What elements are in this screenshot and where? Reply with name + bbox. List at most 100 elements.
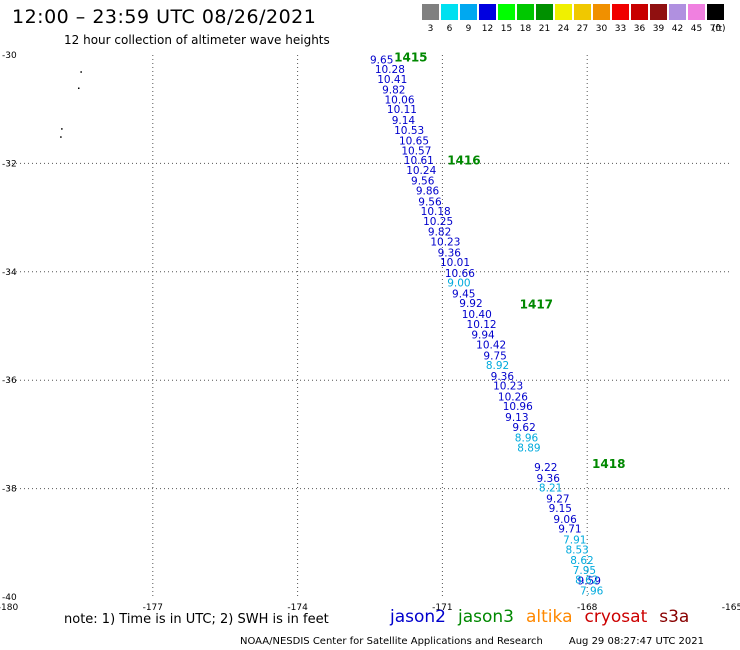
land-dot — [77, 87, 80, 90]
y-tick-label: -40 — [2, 593, 17, 603]
wave-height-label: 9.06 — [553, 514, 577, 526]
scale-swatch — [536, 4, 553, 20]
wave-height-label: 10.12 — [467, 319, 497, 331]
scale-swatch — [498, 4, 515, 20]
wave-height-label: 10.11 — [387, 104, 417, 116]
wave-height-label: 10.01 — [440, 257, 470, 269]
pass-number-label: 1417 — [520, 297, 553, 311]
chart-subtitle: 12 hour collection of altimeter wave hei… — [64, 33, 330, 47]
legend-jason2: jason2 — [390, 607, 446, 627]
timestamp-text: Aug 29 08:27:47 UTC 2021 — [568, 636, 705, 647]
scale-swatch — [479, 4, 496, 20]
wave-height-label: 8.62 — [575, 575, 598, 587]
wave-height-label: 9.45 — [452, 288, 475, 300]
wave-height-label: 10.96 — [503, 401, 533, 413]
x-tick-label: -177 — [143, 603, 163, 613]
wave-height-label: 10.26 — [498, 391, 528, 403]
y-tick-label: -36 — [2, 376, 17, 386]
wave-height-label: 9.82 — [428, 227, 451, 239]
wave-height-label: 10.65 — [399, 136, 429, 148]
wave-height-label: 9.15 — [549, 503, 572, 515]
scale-label: 36 — [633, 24, 646, 34]
wave-height-label: 10.24 — [406, 165, 436, 177]
wave-height-label: 10.06 — [384, 94, 414, 106]
wave-height-label: 9.71 — [558, 524, 581, 536]
x-tick-label: -165 — [722, 603, 740, 613]
scale-swatch — [441, 4, 458, 20]
pass-number-label: 1418 — [592, 457, 625, 471]
scale-label: 21 — [538, 24, 551, 34]
x-tick-label: -168 — [577, 603, 598, 613]
wave-height-label: 9.36 — [438, 247, 462, 259]
scale-label: 70 — [709, 24, 722, 34]
scale-label: 3 — [427, 24, 434, 34]
chart-title: 12:00 – 23:59 UTC 08/26/2021 — [12, 6, 317, 28]
y-tick-label: -32 — [2, 159, 17, 169]
scale-label: 12 — [481, 24, 494, 34]
scale-unit: (ft) — [712, 24, 726, 34]
scale-label: 45 — [690, 24, 703, 34]
y-tick-label: -30 — [2, 51, 17, 61]
wave-height-label: 9.62 — [512, 422, 535, 434]
scale-swatch — [422, 4, 439, 20]
wave-height-label: 9.56 — [418, 196, 442, 208]
scale-label: 15 — [500, 24, 513, 34]
scale-label: 27 — [576, 24, 589, 34]
wave-height-label: 9.00 — [447, 278, 470, 290]
scale-swatch — [517, 4, 534, 20]
wave-height-label: 9.86 — [416, 186, 440, 198]
legend-s3a: s3a — [659, 607, 690, 627]
legend-altika: altika — [526, 607, 573, 627]
land-dot — [61, 128, 63, 130]
scale-label: 18 — [519, 24, 532, 34]
wave-height-label: 8.92 — [486, 360, 509, 372]
wave-height-label: 10.41 — [377, 74, 407, 86]
legend-cryosat: cryosat — [584, 607, 648, 627]
wave-height-label: 7.95 — [573, 565, 596, 577]
wave-height-label: 10.66 — [445, 268, 475, 280]
wave-height-label: 10.25 — [423, 216, 453, 228]
wave-height-label: 10.42 — [476, 339, 506, 351]
legend-jason3: jason3 — [458, 607, 514, 627]
wave-height-label: 9.13 — [505, 412, 528, 424]
credit-text: NOAA/NESDIS Center for Satellite Applica… — [240, 636, 543, 647]
wave-height-label: 9.65 — [370, 54, 393, 66]
wave-height-label: 10.61 — [404, 155, 434, 167]
wave-height-label: 7.91 — [563, 535, 586, 547]
scale-label: 24 — [557, 24, 570, 34]
wave-height-label: 10.53 — [394, 125, 424, 137]
wave-height-label: 9.36 — [491, 371, 515, 383]
x-tick-label: -180 — [0, 603, 18, 613]
wave-height-label: 9.56 — [411, 176, 435, 188]
land-dot — [80, 71, 82, 73]
footer: NOAA/NESDIS Center for Satellite Applica… — [240, 636, 704, 647]
scale-swatch — [688, 4, 705, 20]
scale-label: 42 — [671, 24, 684, 34]
wave-height-label: 10.57 — [401, 145, 431, 157]
wave-height-label: 9.27 — [546, 493, 569, 505]
footnote: note: 1) Time is in UTC; 2) SWH is in fe… — [64, 612, 329, 627]
pass-number-label: 1415 — [394, 51, 427, 65]
wave-height-label: 10.23 — [493, 381, 523, 393]
scale-swatch — [631, 4, 648, 20]
wave-height-label: 9.59 — [578, 576, 601, 588]
wave-height-label: 9.92 — [459, 298, 482, 310]
land-dot — [60, 136, 62, 138]
y-tick-label: -34 — [2, 268, 17, 278]
wave-height-label: 9.75 — [483, 350, 506, 362]
y-tick-label: -38 — [2, 485, 17, 495]
wave-height-label: 9.14 — [392, 115, 416, 127]
x-tick-label: -174 — [287, 603, 308, 613]
wave-height-label: 9.22 — [534, 462, 557, 474]
satellite-legend: jason2 jason3 altika cryosat s3a — [390, 607, 701, 627]
x-tick-label: -171 — [432, 603, 452, 613]
wave-height-label: 8.89 — [517, 442, 540, 454]
scale-swatch — [593, 4, 610, 20]
scale-swatch — [707, 4, 724, 20]
wave-height-label: 10.23 — [430, 236, 460, 248]
pass-number-label: 1416 — [447, 154, 480, 168]
wave-height-label: 10.28 — [375, 64, 405, 76]
wave-height-label: 8.96 — [515, 433, 539, 445]
scale-swatch — [460, 4, 477, 20]
